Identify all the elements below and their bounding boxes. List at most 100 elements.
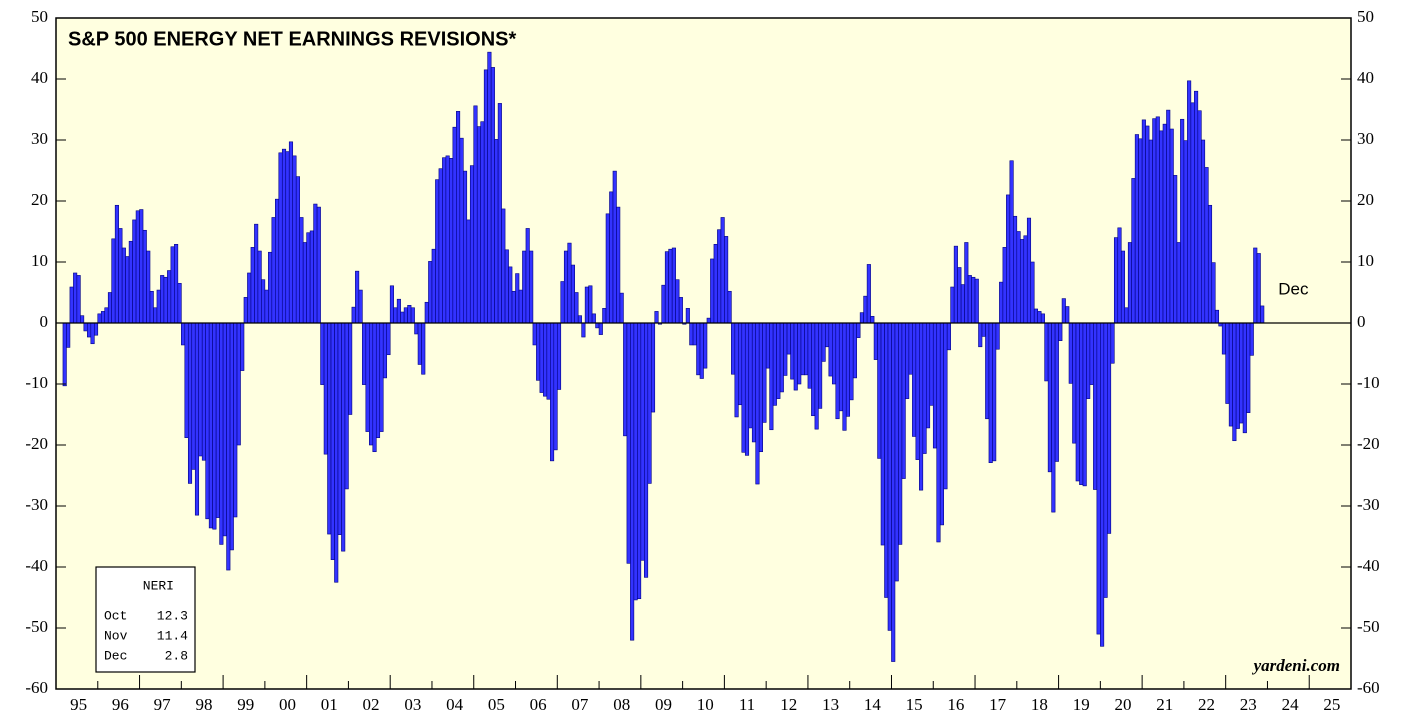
bar [661, 284, 666, 324]
bar [1183, 140, 1188, 324]
bar [1047, 322, 1052, 473]
x-tick-label: 18 [1031, 695, 1048, 714]
bar [762, 322, 767, 423]
bar [177, 283, 182, 324]
bar [219, 322, 224, 545]
x-tick-label: 09 [655, 695, 672, 714]
bar [925, 322, 931, 429]
bar [442, 157, 447, 324]
bar [804, 322, 809, 376]
bar [950, 286, 955, 324]
bar [1124, 307, 1129, 324]
bar [724, 236, 729, 324]
bar [229, 322, 234, 551]
bar [550, 322, 555, 462]
x-tick-label: 17 [989, 695, 1007, 714]
x-tick-label: 16 [947, 695, 964, 714]
bar [932, 322, 938, 449]
bar [1253, 247, 1258, 324]
legend-value: 11.4 [157, 628, 188, 643]
bar [268, 251, 273, 324]
bar [685, 308, 690, 324]
bar [943, 322, 948, 490]
bar [515, 273, 520, 324]
bar [765, 322, 770, 369]
bar [334, 322, 339, 583]
x-tick-label: 15 [906, 695, 923, 714]
bar [974, 278, 979, 324]
bar [518, 289, 523, 324]
bar [69, 286, 74, 324]
x-tick-label: 20 [1114, 695, 1131, 714]
bar [919, 322, 924, 491]
bar [421, 322, 426, 375]
bar [93, 322, 99, 336]
bar [891, 322, 896, 662]
y2-tick-label: 0 [1357, 312, 1366, 331]
bar [449, 158, 454, 324]
bar [1173, 175, 1178, 324]
bar [1054, 322, 1059, 462]
bar [800, 322, 805, 376]
bar [1023, 235, 1028, 324]
bar [191, 322, 196, 470]
bar [428, 261, 433, 324]
bar [939, 322, 945, 526]
bar [254, 223, 259, 324]
x-tick-label: 12 [780, 695, 797, 714]
bar [1110, 322, 1115, 364]
bar [362, 322, 367, 385]
bar [501, 208, 506, 324]
bar [487, 51, 492, 324]
bar [668, 248, 673, 324]
bar [1044, 322, 1049, 382]
plot-frame [55, 17, 1352, 690]
bar [981, 322, 986, 337]
bar [1086, 322, 1091, 399]
bar [671, 247, 676, 324]
bar [469, 165, 475, 324]
bar [1127, 242, 1132, 324]
bar [76, 275, 81, 324]
bar [884, 322, 889, 598]
bar [132, 219, 137, 324]
bar [692, 322, 697, 346]
bar [83, 322, 88, 332]
bar [995, 322, 1000, 350]
bar [114, 204, 119, 324]
bar [90, 322, 95, 345]
bar [894, 322, 899, 582]
bar [1204, 167, 1209, 324]
y2-tick-label: -20 [1357, 434, 1380, 453]
bar [181, 322, 186, 346]
bar [504, 249, 509, 324]
bar [703, 322, 708, 369]
x-tick-label: 04 [446, 695, 464, 714]
bar [912, 322, 917, 437]
bar [560, 281, 565, 324]
bar [577, 315, 582, 324]
bar [125, 256, 130, 324]
bar [459, 137, 464, 324]
x-tick-label: 95 [70, 695, 87, 714]
x-tick-label: 08 [613, 695, 630, 714]
bar [410, 307, 415, 324]
bar [1030, 261, 1035, 324]
bar [616, 206, 621, 324]
bar [584, 286, 589, 324]
bar [369, 322, 374, 446]
bar [375, 322, 381, 438]
bar [396, 298, 401, 324]
bar [758, 322, 763, 453]
x-tick-label: 23 [1240, 695, 1257, 714]
bar [637, 322, 642, 600]
bar [1026, 217, 1032, 324]
bar [1201, 139, 1206, 324]
bar [382, 322, 388, 379]
bar [1166, 109, 1171, 324]
bar [490, 67, 495, 324]
bar [264, 289, 269, 324]
bar [194, 322, 200, 516]
bar [292, 155, 297, 324]
